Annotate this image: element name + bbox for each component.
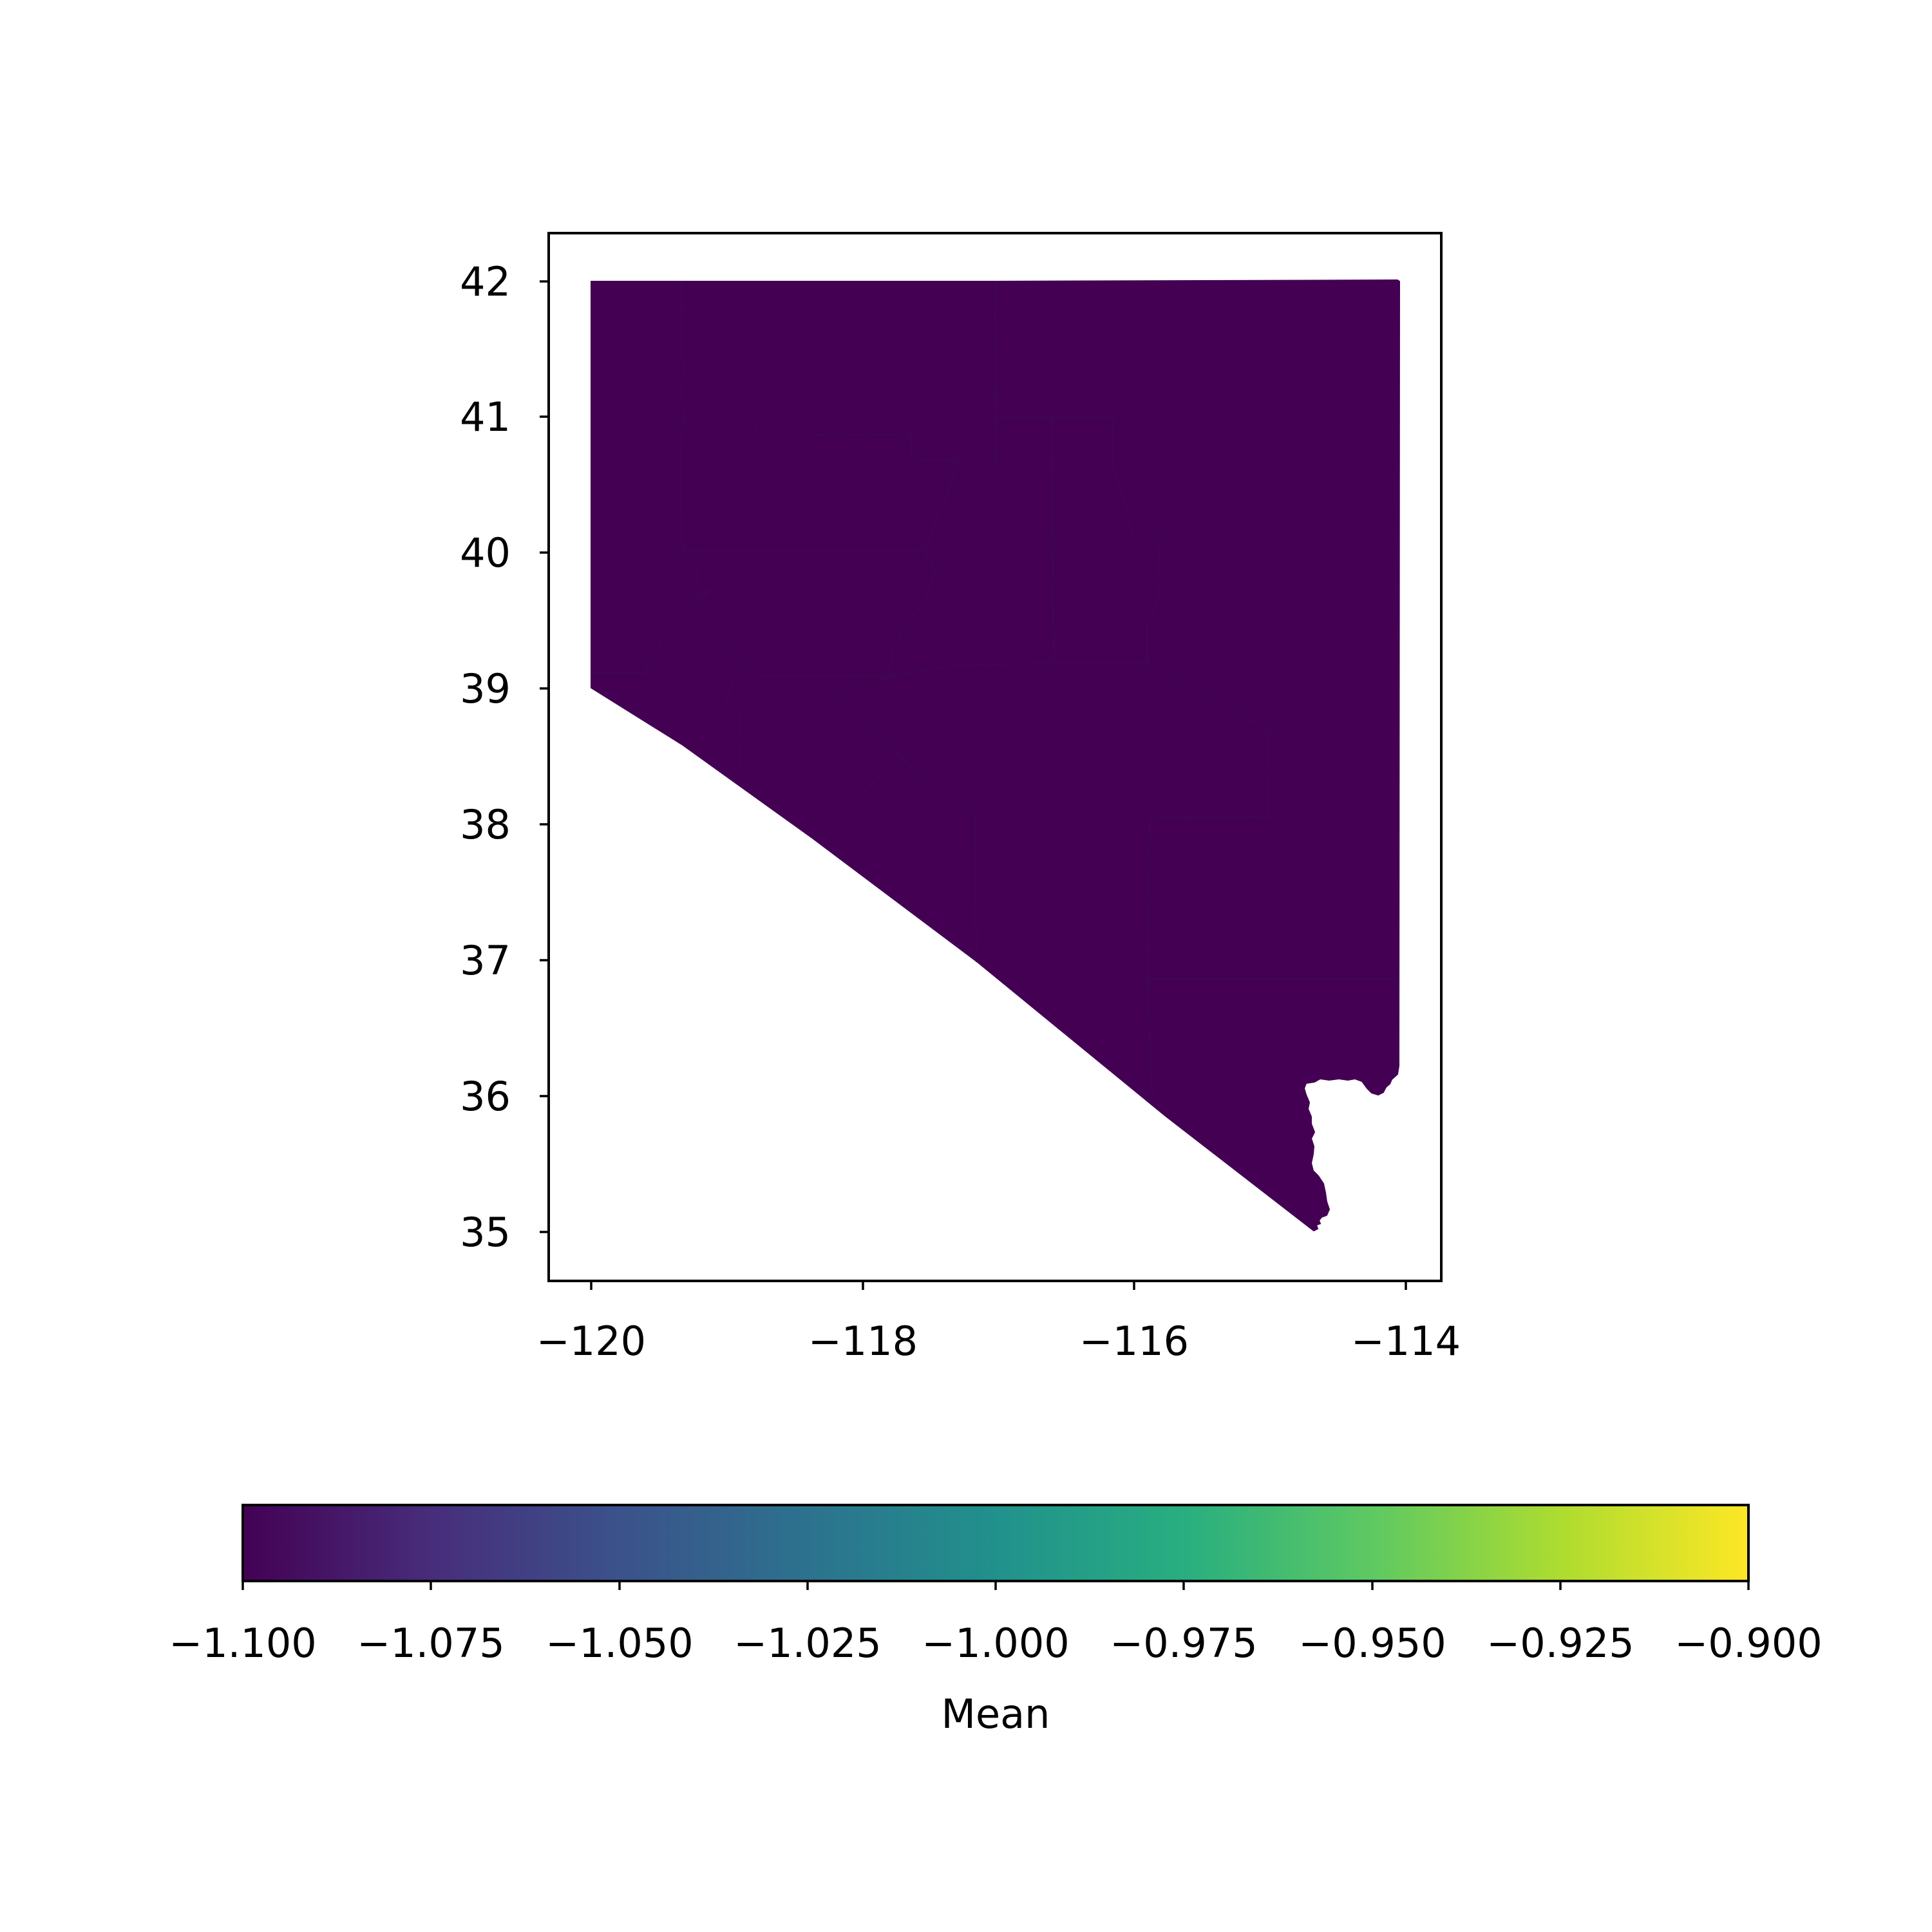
y-tick-label: 38 <box>460 801 511 848</box>
y-axis: 35 36 37 38 39 40 41 42 <box>460 258 549 1256</box>
colorbar-tick-label: −1.100 <box>169 1620 316 1667</box>
colorbar-tick-label: −0.950 <box>1298 1620 1446 1667</box>
y-tick-label: 36 <box>460 1073 511 1120</box>
y-tick-label: 39 <box>460 665 511 712</box>
x-tick-label: −120 <box>536 1318 646 1365</box>
colorbar-tick-label: −1.050 <box>545 1620 693 1667</box>
colorbar: −1.100 −1.075 −1.050 −1.025 −1.000 −0.97… <box>169 1504 1823 1738</box>
colorbar-ticks: −1.100 −1.075 −1.050 −1.025 −1.000 −0.97… <box>169 1581 1823 1667</box>
nevada-region <box>591 279 1401 1232</box>
y-tick-label: 35 <box>460 1209 511 1256</box>
y-tick-label: 37 <box>460 937 511 984</box>
colorbar-tick-label: −1.075 <box>357 1620 504 1667</box>
colorbar-tick-label: −0.975 <box>1110 1620 1257 1667</box>
county-boundaries <box>591 281 1399 1099</box>
colorbar-tick-label: −0.900 <box>1674 1620 1822 1667</box>
colorbar-tick-label: −0.925 <box>1486 1620 1634 1667</box>
y-tick-label: 41 <box>460 393 511 440</box>
x-tick-label: −116 <box>1079 1318 1189 1365</box>
x-tick-label: −114 <box>1351 1318 1461 1365</box>
colorbar-gradient <box>242 1504 1750 1582</box>
colorbar-label: Mean <box>942 1690 1050 1738</box>
x-axis: −120 −118 −116 −114 <box>536 1281 1461 1365</box>
y-tick-label: 42 <box>460 258 511 305</box>
colorbar-tick-label: −1.000 <box>922 1620 1069 1667</box>
x-tick-label: −118 <box>808 1318 918 1365</box>
colorbar-tick-label: −1.025 <box>734 1620 881 1667</box>
map-frame <box>547 232 1443 1282</box>
y-tick-label: 40 <box>460 529 511 576</box>
map-axes: −120 −118 −116 −114 35 36 37 38 39 40 41… <box>460 232 1461 1365</box>
